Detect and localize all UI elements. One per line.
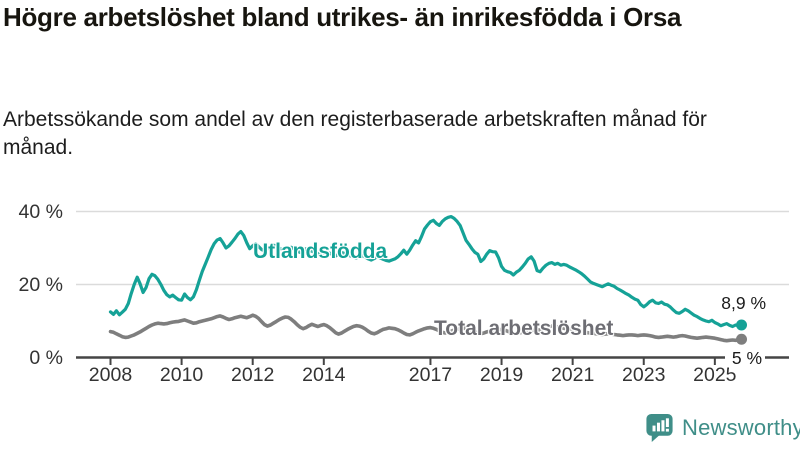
x-tick-label: 2023 bbox=[622, 364, 665, 386]
x-tick-label: 2021 bbox=[551, 364, 594, 386]
newsworthy-chart-bubble-icon bbox=[646, 413, 673, 443]
end-value-label-utlandsfodda: 8,9 % bbox=[721, 293, 766, 313]
series-label-total-arbetsloshet: Total arbetslöshet bbox=[434, 317, 614, 340]
x-tick-label: 2012 bbox=[231, 364, 274, 386]
newsworthy-wordmark: Newsworthy bbox=[682, 415, 800, 440]
series-line-total-arbetslöshet bbox=[108, 313, 744, 343]
newsworthy-logo[interactable]: Newsworthy bbox=[644, 411, 800, 445]
x-tick-label: 2014 bbox=[302, 364, 346, 386]
y-tick-label: 40 % bbox=[19, 201, 63, 223]
x-tick-label: 2025 bbox=[693, 364, 737, 386]
series-label-utlandsfodda: Utlandsfödda bbox=[253, 240, 388, 263]
y-tick-label: 20 % bbox=[19, 274, 63, 296]
chart-subtitle: Arbetssökande som andel av den registerb… bbox=[3, 108, 707, 159]
series-line-utlandsfödda bbox=[108, 215, 744, 329]
x-tick-label: 2019 bbox=[480, 364, 523, 386]
series-end-dot-utlandsfödda bbox=[736, 319, 748, 331]
x-tick-label: 2008 bbox=[89, 364, 132, 386]
end-value-label-total: 5 % bbox=[729, 348, 765, 369]
x-tick-label: 2017 bbox=[409, 364, 452, 386]
series-end-dot-total-arbetslöshet bbox=[736, 333, 748, 345]
y-tick-label: 0 % bbox=[29, 347, 63, 369]
page-title: Högre arbetslöshet bland utrikes- än inr… bbox=[3, 2, 682, 32]
x-tick-label: 2010 bbox=[160, 364, 204, 386]
